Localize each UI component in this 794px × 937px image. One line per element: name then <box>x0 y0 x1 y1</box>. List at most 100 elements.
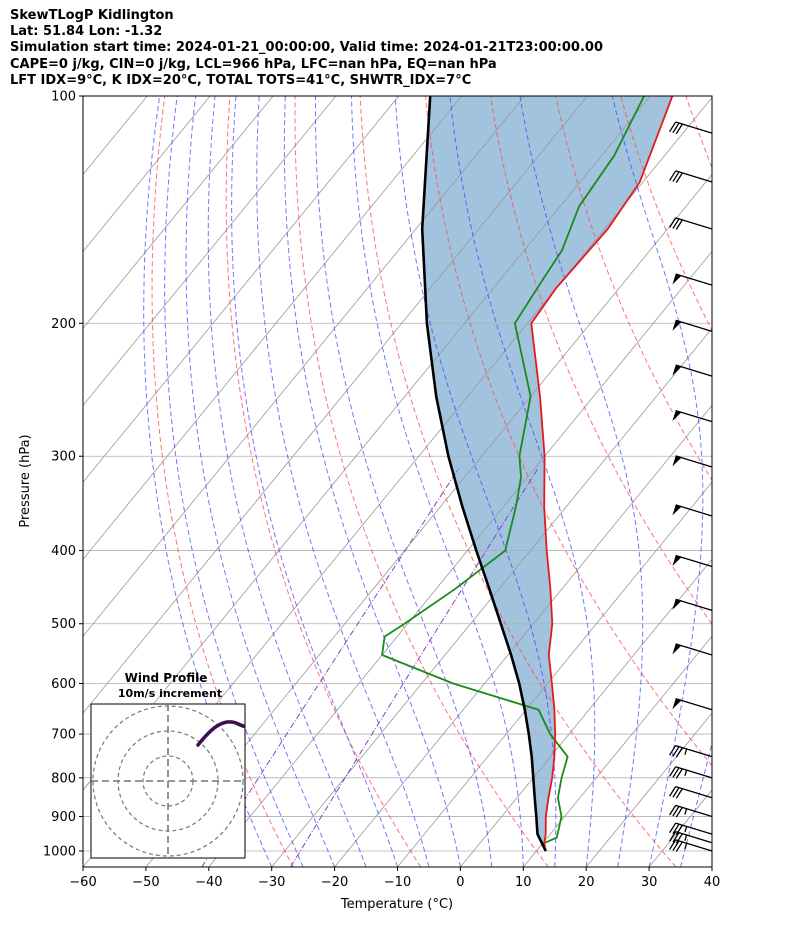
dewpoint-line <box>381 96 645 844</box>
moist-adiabat <box>164 96 304 867</box>
isotherm-line <box>397 481 712 867</box>
barb-staff <box>675 643 713 656</box>
barb-staff <box>675 273 713 286</box>
barb-half-flag <box>684 769 688 777</box>
barb-flag <box>669 121 677 133</box>
isotherm-line <box>775 96 794 867</box>
barb-staff <box>675 455 713 468</box>
x-tick-label: −40 <box>195 875 222 890</box>
moist-adiabat <box>315 96 493 867</box>
barb-flag <box>669 839 677 850</box>
barb-pennant <box>672 599 682 610</box>
moist-adiabat <box>143 96 273 867</box>
moist-adiabat <box>711 865 712 867</box>
barb-flag <box>669 831 677 842</box>
chart-header: SkewTLogP Kidlington Lat: 51.84 Lon: -1.… <box>10 8 780 89</box>
wind-barb <box>669 744 713 758</box>
moist-adiabat <box>207 96 367 867</box>
sounding-profiles <box>381 96 674 852</box>
barb-flag <box>675 833 683 844</box>
barb-half-flag <box>684 808 688 815</box>
wind-barb <box>669 785 713 799</box>
barb-flag <box>669 170 677 181</box>
isotherm-line <box>334 404 712 867</box>
y-tick-label: 800 <box>51 771 76 786</box>
barb-staff <box>675 504 713 517</box>
barb-flag <box>669 822 677 834</box>
x-axis-label: Temperature (°C) <box>340 897 453 912</box>
wind-barb <box>672 598 713 611</box>
y-axis-label: Pressure (hPa) <box>18 434 33 527</box>
y-tick-label: 1000 <box>43 845 76 860</box>
wind-barb <box>672 409 713 423</box>
isotherm-line <box>83 96 463 560</box>
barb-flag <box>672 823 680 835</box>
barb-half-flag <box>684 843 688 850</box>
x-tick-label: 0 <box>456 875 464 890</box>
x-tick-label: −30 <box>258 875 285 890</box>
barb-flag <box>675 747 683 758</box>
barb-staff <box>675 598 713 611</box>
x-tick-label: −20 <box>321 875 348 890</box>
moist-adiabat <box>351 96 524 867</box>
moist-adiabat <box>394 96 557 867</box>
inset-plot <box>91 704 245 858</box>
x-tick-label: 40 <box>704 875 721 890</box>
barb-flag <box>675 219 683 230</box>
wind-barb <box>669 766 713 779</box>
barb-staff <box>675 170 713 183</box>
dry-adiabat <box>151 96 294 867</box>
wind-barb <box>669 217 713 230</box>
barb-flag <box>669 766 677 777</box>
parcel-area <box>422 96 673 851</box>
barb-flag <box>672 171 680 182</box>
wind-barb <box>669 839 713 852</box>
barb-staff <box>675 785 713 799</box>
isotherm-line <box>83 96 400 483</box>
barb-staff <box>675 766 713 779</box>
barb-flag <box>675 172 683 183</box>
barb-flag <box>675 788 683 799</box>
isotherm-line <box>83 96 85 99</box>
isotherm-line <box>711 866 712 867</box>
barb-flag <box>675 768 683 779</box>
barb-staff <box>675 822 713 835</box>
x-tick-label: 20 <box>578 875 595 890</box>
barb-staff <box>675 554 713 568</box>
wind-barb <box>672 504 713 517</box>
wind-barbs <box>669 121 713 852</box>
barb-staff <box>675 319 713 332</box>
x-tick-label: −50 <box>132 875 159 890</box>
dry-adiabat <box>685 96 712 169</box>
wind-barb <box>672 554 713 568</box>
y-tick-label: 400 <box>51 544 76 559</box>
moist-adiabat <box>231 96 398 867</box>
parcel-line <box>420 96 547 852</box>
x-tick-label: −60 <box>69 875 96 890</box>
barb-flag <box>672 806 680 817</box>
y-tick-label: 200 <box>51 317 76 332</box>
barb-staff <box>675 804 713 818</box>
wind-barb <box>672 643 713 656</box>
barb-pennant <box>672 274 682 285</box>
dry-adiabat <box>359 96 677 867</box>
y-tick-label: 900 <box>51 810 76 825</box>
barb-flag <box>669 805 677 816</box>
barb-flag <box>675 807 683 818</box>
barb-flag <box>672 746 680 757</box>
barb-pennant <box>672 365 682 376</box>
wind-barb <box>672 698 713 711</box>
inset-title: Wind Profile <box>125 671 208 685</box>
barb-half-flag <box>684 748 688 755</box>
barb-pennant <box>672 555 682 566</box>
dry-adiabat <box>294 96 549 867</box>
wind-barb <box>672 319 713 332</box>
barb-flag <box>672 840 680 851</box>
barb-pennant <box>672 410 682 422</box>
axes: −60 −50 −40 −30 −20 −10 0 10 20 30 40 100 200 300 400 5… <box>43 90 720 891</box>
barb-flag <box>669 786 677 797</box>
barb-flag <box>672 832 680 843</box>
y-tick-label: 700 <box>51 728 76 743</box>
dry-adiabat <box>424 96 712 767</box>
y-tick-label: 600 <box>51 677 76 692</box>
